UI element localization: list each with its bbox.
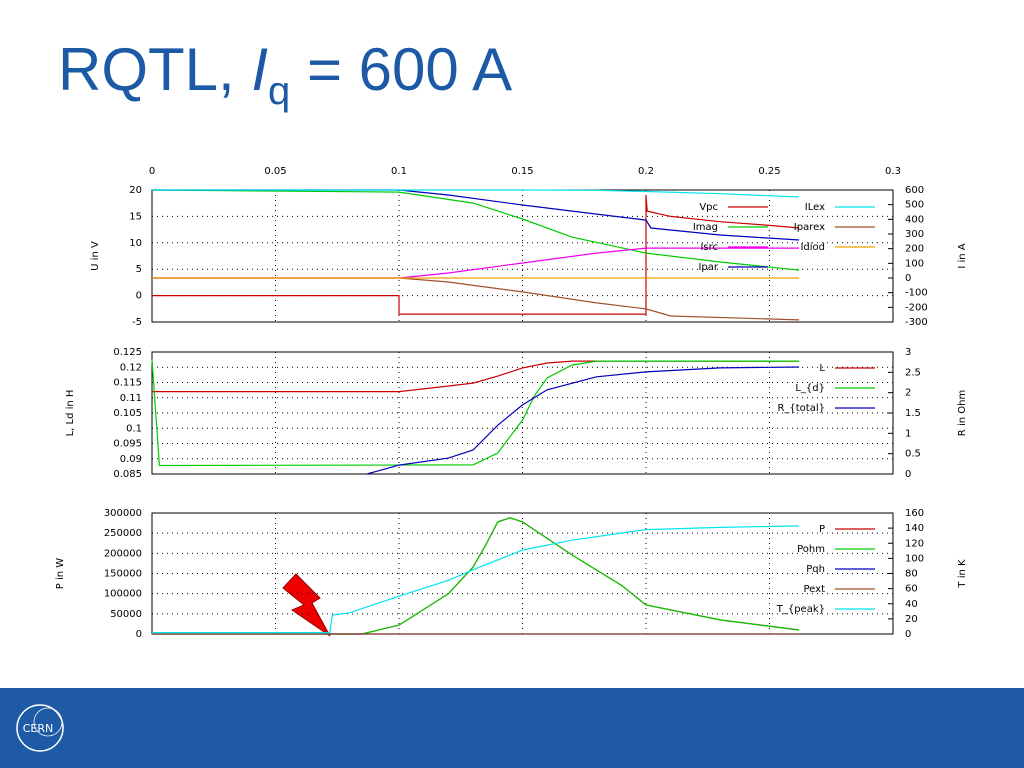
legend-label: Ipar xyxy=(698,262,718,273)
x-tick-label: 0.05 xyxy=(264,166,286,177)
y2-tick-label: 80 xyxy=(905,569,918,580)
legend-label: Imag xyxy=(693,222,718,233)
y2-tick-label: 0 xyxy=(905,273,911,284)
series-line xyxy=(152,195,800,315)
y-tick-label: -5 xyxy=(132,317,142,328)
title-text: RQTL, xyxy=(58,36,252,103)
y-tick-label: 100000 xyxy=(104,589,142,600)
title-italic: I xyxy=(251,36,269,103)
y-tick-label: 0.095 xyxy=(113,439,142,450)
y-tick-label: 15 xyxy=(129,211,142,222)
legend-label: P xyxy=(819,524,825,535)
x-tick-label: 0.3 xyxy=(885,166,901,177)
x-tick-label: 0.15 xyxy=(511,166,533,177)
x-tick-label: 0.1 xyxy=(391,166,407,177)
y-tick-label: 0.105 xyxy=(113,408,142,419)
logo-text: CERN xyxy=(23,722,54,735)
y-tick-label: 5 xyxy=(136,264,142,275)
y-tick-label: 0.09 xyxy=(120,454,142,465)
y2-tick-label: 1.5 xyxy=(905,408,921,419)
y2-tick-label: 0 xyxy=(905,469,911,480)
legend-label: Pqh xyxy=(806,564,825,575)
y-axis-label: L, Ld in H xyxy=(65,390,76,437)
logo-ring xyxy=(33,707,63,737)
x-tick-label: 0.2 xyxy=(638,166,654,177)
y2-tick-label: 2 xyxy=(905,388,911,399)
y-tick-label: 0.125 xyxy=(113,347,142,358)
y2-tick-label: 1 xyxy=(905,428,911,439)
series-line xyxy=(151,189,800,271)
legend-label: R_{total} xyxy=(777,403,825,414)
y2-tick-label: 160 xyxy=(905,508,924,519)
slide-title: RQTL, Iq = 600 A xyxy=(58,40,512,113)
series-line xyxy=(152,360,800,393)
y2-tick-label: 100 xyxy=(905,553,924,564)
y-tick-label: 0.1 xyxy=(126,423,142,434)
y2-tick-label: 20 xyxy=(905,614,918,625)
y2-axis-label: T in K xyxy=(957,559,968,589)
legend-label: Vpc xyxy=(699,202,718,213)
y2-axis-label: R in Ohm xyxy=(957,390,968,436)
y-axis-label: P in W xyxy=(55,558,66,590)
y2-tick-label: -200 xyxy=(905,302,928,313)
y-tick-label: 0.11 xyxy=(120,393,142,404)
y2-tick-label: 40 xyxy=(905,599,918,610)
y-axis-label: U in V xyxy=(90,241,101,271)
legend-label: L_{d} xyxy=(795,383,825,394)
series-line xyxy=(152,517,800,635)
y2-tick-label: 300 xyxy=(905,229,924,240)
y-tick-label: 0.12 xyxy=(120,362,142,373)
y2-tick-label: 140 xyxy=(905,523,924,534)
x-tick-label: 0 xyxy=(149,166,155,177)
series-line xyxy=(152,189,800,241)
legend-label: Iparex xyxy=(794,222,825,233)
series-line xyxy=(152,189,800,198)
y2-tick-label: 600 xyxy=(905,185,924,196)
legend-label: Pext xyxy=(804,584,826,595)
y-tick-label: 10 xyxy=(129,238,142,249)
y2-tick-label: 3 xyxy=(905,347,911,358)
logo-ring xyxy=(16,704,64,752)
y2-tick-label: 100 xyxy=(905,258,924,269)
legend-label: T_{peak} xyxy=(776,604,825,615)
y2-tick-label: 500 xyxy=(905,200,924,211)
series-line xyxy=(366,366,800,475)
legend-label: Pohm xyxy=(797,544,825,555)
y-tick-label: 200000 xyxy=(104,548,142,559)
series-line xyxy=(152,277,800,321)
series-line xyxy=(151,359,800,467)
legend-label: ILex xyxy=(805,202,825,213)
legend-label: Idiod xyxy=(800,242,825,253)
y2-tick-label: 400 xyxy=(905,214,924,225)
y-tick-label: 150000 xyxy=(104,569,142,580)
y-tick-label: 20 xyxy=(129,185,142,196)
y-tick-label: 300000 xyxy=(104,508,142,519)
title-subscript: q xyxy=(268,69,291,113)
legend-label: Isrc xyxy=(700,242,718,253)
x-tick-label: 0.25 xyxy=(758,166,780,177)
y2-tick-label: -300 xyxy=(905,317,928,328)
y2-tick-label: 0.5 xyxy=(905,449,921,460)
y-tick-label: 50000 xyxy=(110,609,142,620)
y-tick-label: 250000 xyxy=(104,528,142,539)
y-tick-label: 0 xyxy=(136,291,142,302)
series-line xyxy=(152,525,800,634)
y-tick-label: 0.085 xyxy=(113,469,142,480)
series-line xyxy=(152,247,800,279)
title-text: = 600 A xyxy=(290,36,513,103)
y2-axis-label: I in A xyxy=(957,243,968,268)
y2-tick-label: -100 xyxy=(905,288,928,299)
y-tick-label: 0.115 xyxy=(113,378,142,389)
footer-bar xyxy=(0,688,1024,768)
y2-tick-label: 120 xyxy=(905,538,924,549)
y2-tick-label: 0 xyxy=(905,629,911,640)
y2-tick-label: 2.5 xyxy=(905,367,921,378)
y2-tick-label: 60 xyxy=(905,584,918,595)
y-tick-label: 0 xyxy=(136,629,142,640)
quench-bolt xyxy=(282,573,331,637)
y2-tick-label: 200 xyxy=(905,244,924,255)
legend-label: L xyxy=(819,363,825,374)
